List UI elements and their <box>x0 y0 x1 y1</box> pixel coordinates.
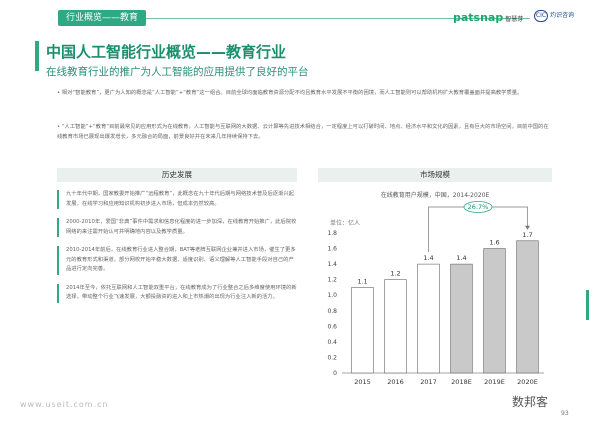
bar <box>516 240 539 374</box>
cic-logo-sub: 灼识咨询 <box>550 12 575 19</box>
data-label: 1.4 <box>456 254 466 262</box>
data-label: 1.4 <box>423 254 433 262</box>
page-number: 93 <box>561 410 569 417</box>
chart-title: 在线教育用户规模，中国，2014-2020E <box>381 191 490 199</box>
page-title: 中国人工智能行业概览——教育行业 <box>46 43 287 61</box>
patsnap-logo-text: patsnap <box>453 11 504 24</box>
x-tick-label: 2020E <box>517 378 538 386</box>
y-tick-label: 1.4 <box>327 261 337 268</box>
bar <box>483 248 506 374</box>
breadcrumb: 行业概览——教育 <box>58 10 147 26</box>
history-item-text: 九十年代中期，国家教委开始推广“远程教育”，此概念在九十年代后期与网络技术普及后… <box>66 191 294 207</box>
history-item: 2000-2010年，爱国“非典”事件中需求和信息化程度的进一步加深，在线教育开… <box>57 218 297 237</box>
bar <box>417 263 440 374</box>
y-tick-label: 1.2 <box>327 277 337 284</box>
y-tick-label: 0.8 <box>327 308 337 315</box>
history-marker <box>57 190 59 209</box>
y-tick-label: 0.6 <box>327 323 337 330</box>
history-item-text: 2010-2014年前后，在线教育行业进入整合期，BAT等老牌互联网企业兼并进入… <box>66 247 296 272</box>
x-tick-label: 2019E <box>484 378 505 386</box>
cic-logo: CIC 灼识咨询 <box>534 10 574 22</box>
data-label: 1.6 <box>489 239 499 247</box>
x-tick-label: 2015 <box>354 378 371 386</box>
market-heading: 市场规模 <box>318 168 552 182</box>
chart-unit-label: 单位：亿人 <box>330 219 360 227</box>
data-label: 1.7 <box>522 231 532 239</box>
y-tick-label: 0 <box>333 370 337 377</box>
history-item: 2014年至今，依托互联网和人工智能双重平台，在线教育成为了行业整合之后多维度使… <box>57 283 297 303</box>
growth-annotation: 26.7% <box>468 203 489 211</box>
data-label: 1.2 <box>390 270 400 278</box>
watermark-url: www.useit.com.cn <box>20 400 109 409</box>
growth-badge <box>463 201 493 213</box>
watermark-brand: 数邦客 <box>512 395 549 409</box>
history-marker <box>57 246 59 275</box>
y-tick-label: 0.2 <box>327 354 337 361</box>
cic-mark: CIC <box>534 10 548 22</box>
history-list: 九十年代中期，国家教委开始推广“远程教育”，此概念在九十年代后期与网络技术普及后… <box>57 190 297 312</box>
patsnap-logo-sub: 智慧芽 <box>505 16 524 23</box>
header-rule <box>60 18 530 19</box>
y-tick-label: 1.8 <box>327 230 337 237</box>
x-tick-label: 2017 <box>420 378 437 386</box>
bar <box>450 263 473 374</box>
history-item: 九十年代中期，国家教委开始推广“远程教育”，此概念在九十年代后期与网络技术普及后… <box>57 190 297 209</box>
history-heading: 历史发展 <box>57 168 297 182</box>
history-item: 2010-2014年前后，在线教育行业进入整合期，BAT等老牌互联网企业兼并进入… <box>57 246 297 275</box>
user-scale-chart: 在线教育用户规模，中国，2014-2020E 单位：亿人 0 0.2 0.4 0.6 0.8… <box>327 191 544 386</box>
patsnap-logo: patsnap 智慧芽 <box>453 11 523 24</box>
x-tick-label: 2016 <box>387 378 404 386</box>
y-tick-label: 1.6 <box>327 246 337 253</box>
history-item-text: 2014年至今，依托互联网和人工智能双重平台，在线教育成为了行业整合之后多维度使… <box>66 284 297 301</box>
y-tick-label: 0.4 <box>327 339 337 346</box>
y-tick-label: 1.0 <box>327 292 337 299</box>
page-subtitle: 在线教育行业的推广为人工智能的应用提供了良好的平台 <box>46 66 309 78</box>
x-tick-label: 2018E <box>451 378 472 386</box>
growth-arrow-icon <box>525 225 530 230</box>
intro-paragraph-1: • 相对“智能教育”，更广为人知的概念是“人工智能”+“教育”这一组合。目前全球… <box>57 90 523 96</box>
title-accent-bar <box>35 41 39 71</box>
bar <box>384 279 407 374</box>
intro-paragraph-2: • “人工智能”+“教育”目前最常见的应用形式为在线教育，人工智能与互联网的大数… <box>57 124 549 140</box>
history-marker <box>57 283 59 303</box>
data-label: 1.1 <box>357 277 367 285</box>
history-item-text: 2000-2010年，爱国“非典”事件中需求和信息化程度的进一步加深，在线教育开… <box>66 219 297 235</box>
side-accent-bar <box>586 290 589 320</box>
bar <box>351 287 374 374</box>
history-marker <box>57 218 59 237</box>
growth-bracket <box>428 206 528 253</box>
